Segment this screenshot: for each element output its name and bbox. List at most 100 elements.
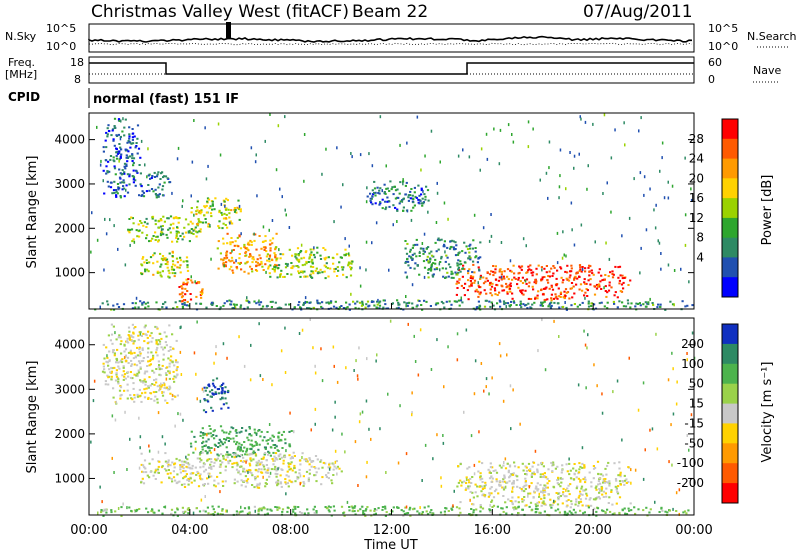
noise-speckle: [421, 479, 423, 482]
echo-cell: [248, 243, 251, 246]
echo-cell: [274, 452, 278, 455]
echo-cell: [136, 374, 139, 377]
echo-cell: [178, 293, 181, 296]
echo-cell: [488, 283, 491, 286]
echo-cell: [578, 269, 581, 272]
echo-cell: [183, 483, 186, 486]
echo-cell: [147, 330, 150, 333]
echo-cell: [350, 266, 353, 269]
echo-cell: [291, 267, 294, 270]
echo-cell: [615, 502, 618, 505]
echo-cell: [590, 481, 593, 484]
echo-cell: [480, 490, 483, 493]
echo-cell: [249, 443, 252, 446]
echo-cell: [263, 249, 266, 251]
echo-cell: [432, 273, 435, 276]
noise-speckle: [177, 412, 179, 416]
noise-speckle: [457, 154, 460, 158]
echo-cell: [622, 287, 625, 290]
echo-cell: [175, 235, 178, 237]
echo-cell: [449, 246, 452, 249]
echo-cell: [167, 388, 170, 391]
noise-speckle: [460, 296, 462, 300]
echo-cell: [274, 506, 277, 508]
echo-cell: [222, 222, 225, 225]
echo-cell: [423, 250, 426, 253]
echo-cell: [126, 157, 129, 159]
echo-cell: [602, 490, 606, 493]
echo-cell: [205, 204, 208, 207]
echo-cell: [263, 507, 266, 510]
echo-cell: [334, 267, 337, 270]
echo-cell: [158, 308, 161, 311]
echo-cell: [480, 485, 483, 488]
echo-cell: [142, 381, 145, 384]
echo-cell: [426, 255, 429, 258]
echo-cell: [233, 261, 236, 264]
echo-cell: [168, 272, 171, 275]
echo-cell: [451, 272, 454, 275]
echo-cell: [566, 291, 570, 294]
colorbar-frame: [721, 118, 739, 298]
echo-cell: [219, 513, 222, 515]
echo-cell: [120, 506, 123, 509]
echo-cell: [255, 302, 258, 305]
echo-cell: [206, 477, 209, 480]
noise-speckle: [222, 342, 225, 346]
echo-cell: [463, 241, 466, 244]
echo-cell: [245, 450, 248, 453]
echo-cell: [502, 289, 506, 292]
echo-cell: [215, 434, 218, 437]
echo-cell: [647, 301, 650, 304]
echo-cell: [135, 510, 138, 513]
echo-cell: [605, 473, 608, 476]
echo-cell: [153, 471, 156, 474]
noise-speckle: [93, 379, 96, 383]
echo-cell: [230, 265, 233, 268]
noise-speckle: [255, 153, 257, 157]
echo-cell: [324, 277, 327, 280]
echo-cell: [172, 227, 175, 230]
echo-cell: [573, 473, 576, 476]
echo-cell: [215, 459, 218, 462]
echo-cell: [208, 466, 211, 469]
ytick-label: 3000: [54, 382, 85, 396]
echo-cell: [241, 450, 245, 453]
echo-cell: [468, 244, 471, 247]
echo-cell: [217, 267, 220, 270]
noise-speckle: [686, 352, 688, 355]
echo-cell: [512, 506, 515, 509]
echo-cell: [496, 294, 499, 296]
echo-cell: [578, 501, 581, 504]
echo-cell: [112, 304, 115, 307]
echo-cell: [507, 471, 510, 474]
echo-cell: [140, 463, 143, 466]
echo-cell: [157, 195, 160, 198]
echo-cell: [578, 462, 581, 465]
echo-cell: [580, 487, 583, 490]
noise-speckle: [124, 410, 126, 414]
echo-cell: [606, 481, 609, 484]
echo-cell: [391, 186, 394, 189]
echo-cell: [668, 509, 671, 512]
echo-cell: [465, 487, 468, 490]
echo-cell: [125, 148, 128, 151]
noise-speckle: [325, 147, 327, 151]
echo-cell: [467, 272, 470, 275]
echo-cell: [543, 487, 546, 490]
echo-cell: [560, 471, 563, 474]
echo-cell: [252, 458, 255, 461]
echo-cell: [121, 374, 124, 377]
echo-cell: [223, 257, 226, 260]
echo-cell: [134, 146, 137, 149]
echo-cell: [542, 491, 545, 494]
cpid-value: normal (fast) 151 IF: [93, 92, 239, 107]
echo-cell: [260, 262, 263, 265]
echo-cell: [188, 480, 191, 482]
echo-cell: [131, 136, 134, 139]
echo-cell: [409, 190, 412, 193]
echo-cell: [624, 479, 627, 482]
echo-cell: [254, 478, 257, 481]
echo-cell: [489, 282, 492, 285]
echo-cell: [206, 197, 210, 200]
